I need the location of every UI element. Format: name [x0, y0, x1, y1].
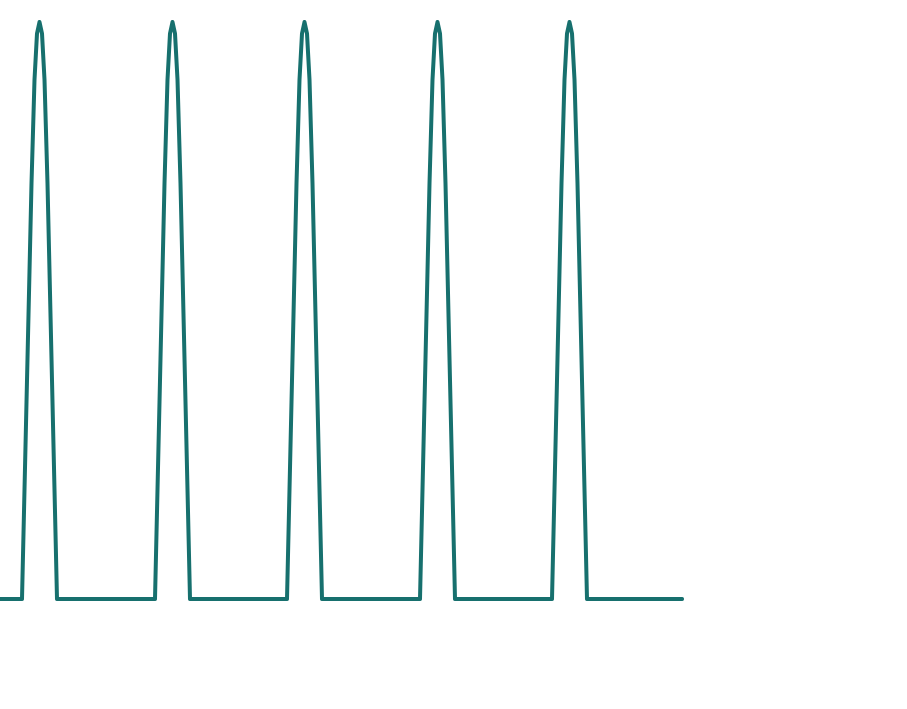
series-layer [0, 20, 684, 601]
series-line-1 [0, 20, 684, 601]
